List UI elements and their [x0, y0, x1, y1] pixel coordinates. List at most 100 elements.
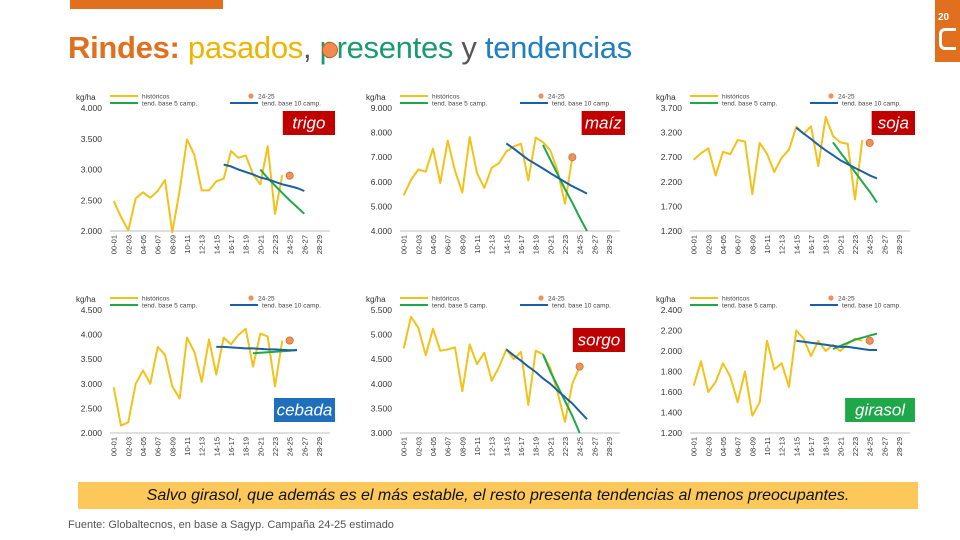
source-footnote: Fuente: Globaltecnos, en base a Sagyp. C…	[68, 519, 394, 531]
y-tick-label: 1.200	[661, 428, 683, 438]
page-number: 20	[938, 12, 950, 23]
legend-current-label: 24-25	[258, 296, 275, 303]
legend-historicos-label: históricos	[722, 94, 750, 101]
chart-svg: históricos 24-25 tend. base 5 camp. tend. b…	[366, 295, 625, 456]
y-axis-unit: kg/ha	[366, 93, 386, 102]
crop-label-text: girasol	[855, 401, 906, 420]
x-tick-label: 24-25	[286, 235, 295, 254]
x-tick-label: 12-13	[488, 437, 497, 456]
y-tick-label: 3.200	[661, 128, 683, 138]
y-tick-label: 1.400	[661, 408, 683, 418]
x-tick-label: 14-15	[212, 235, 221, 254]
x-tick-label: 02-03	[414, 437, 423, 456]
x-tick-label: 04-05	[139, 235, 148, 254]
series-historicos	[693, 115, 864, 201]
crop-label: maíz	[581, 111, 625, 135]
x-tick-label: 18-19	[822, 437, 831, 456]
x-tick-label: 22-23	[561, 235, 570, 254]
y-tick-label: 8.000	[371, 128, 393, 138]
page-title: Rindes: pasados, presentes y tendencias	[68, 30, 632, 66]
x-tick-label: 02-03	[704, 235, 713, 254]
x-tick-label: 22-23	[851, 235, 860, 254]
x-tick-label: 08-09	[748, 235, 757, 254]
legend-historicos-label: históricos	[432, 94, 460, 101]
y-tick-label: 7.000	[371, 152, 393, 162]
y-axis-unit: kg/ha	[366, 295, 386, 304]
series-tend10	[795, 126, 878, 180]
series-historicos	[112, 138, 284, 234]
point-24-25	[575, 362, 584, 371]
crop-label: trigo	[282, 111, 335, 135]
x-tick-label: 26-27	[590, 235, 599, 254]
x-tick-label: 28-29	[315, 437, 324, 456]
x-tick-label: 10-11	[763, 437, 772, 456]
title-orange-dot	[322, 42, 338, 58]
x-tick-label: 28-29	[895, 437, 904, 456]
legend-tend10-label: tend. base 10 camp.	[552, 101, 611, 108]
series-tend5	[832, 141, 878, 204]
crop-label-bg	[282, 111, 335, 135]
crop-label-text: maíz	[585, 114, 622, 133]
point-24-25	[865, 336, 874, 345]
x-tick-label: 06-07	[734, 235, 743, 254]
legend-current-swatch	[828, 295, 834, 301]
x-tick-label: 14-15	[502, 437, 511, 456]
x-tick-label: 10-11	[183, 235, 192, 254]
chart-legend: históricos 24-25 tend. base 5 camp. tend. b…	[400, 93, 611, 108]
x-tick-label: 12-13	[198, 437, 207, 456]
chart-svg: históricos 24-25 tend. base 5 camp. tend. b…	[76, 93, 335, 254]
point-24-25	[285, 336, 294, 345]
x-tick-label: 22-23	[561, 437, 570, 456]
x-tick-label: 00-01	[690, 235, 699, 254]
y-tick-label: 5.000	[371, 330, 393, 340]
legend-historicos-label: históricos	[142, 94, 170, 101]
legend-tend5-label: tend. base 5 camp.	[142, 303, 197, 310]
x-tick-label: 20-21	[836, 437, 845, 456]
x-tick-label: 06-07	[444, 235, 453, 254]
chart-legend: históricos 24-25 tend. base 5 camp. tend. b…	[110, 93, 321, 108]
legend-historicos-label: históricos	[722, 296, 750, 303]
x-tick-label: 08-09	[168, 235, 177, 254]
chart-legend: históricos 24-25 tend. base 5 camp. tend. b…	[690, 295, 901, 310]
title-part-comma: ,	[303, 30, 320, 65]
legend-current-label: 24-25	[838, 296, 855, 303]
y-tick-label: 5.500	[371, 305, 393, 315]
x-tick-label: 28-29	[605, 437, 614, 456]
crop-label-text: cebada	[277, 401, 333, 420]
y-tick-label: 3.500	[371, 403, 393, 413]
x-tick-label: 24-25	[286, 437, 295, 456]
chart-svg: históricos 24-25 tend. base 5 camp. tend. b…	[76, 295, 335, 456]
x-tick-label: 14-15	[212, 437, 221, 456]
x-tick-label: 20-21	[256, 437, 265, 456]
x-tick-label: 00-01	[110, 437, 119, 456]
x-tick-label: 20-21	[546, 235, 555, 254]
x-tick-label: 22-23	[271, 235, 280, 254]
y-tick-label: 3.000	[81, 165, 103, 175]
y-tick-label: 3.500	[81, 354, 103, 364]
y-tick-label: 4.000	[81, 103, 103, 113]
series-tend5	[542, 144, 588, 232]
series-tend5	[259, 168, 305, 215]
x-tick-label: 16-17	[517, 235, 526, 254]
legend-current-label: 24-25	[258, 94, 275, 101]
legend-tend5-label: tend. base 5 camp.	[722, 303, 777, 310]
crop-label-bg	[581, 111, 625, 135]
x-tick-label: 08-09	[748, 437, 757, 456]
y-tick-label: 3.700	[661, 103, 683, 113]
x-tick-label: 02-03	[704, 437, 713, 456]
y-tick-label: 2.200	[661, 177, 683, 187]
conclusion-note: Salvo girasol, que además es el más esta…	[78, 482, 918, 509]
chart-legend: históricos 24-25 tend. base 5 camp. tend. b…	[110, 295, 321, 310]
x-tick-label: 22-23	[271, 437, 280, 456]
series-historicos	[402, 315, 581, 423]
y-tick-label: 4.500	[81, 305, 103, 315]
x-tick-label: 18-19	[242, 235, 251, 254]
x-tick-label: 18-19	[822, 235, 831, 254]
x-tick-label: 04-05	[429, 235, 438, 254]
chart-svg: históricos 24-25 tend. base 5 camp. tend. b…	[656, 93, 915, 254]
legend-tend10-label: tend. base 10 camp.	[262, 303, 321, 310]
x-tick-label: 10-11	[183, 437, 192, 456]
series-historicos	[402, 136, 574, 205]
legend-current-swatch	[538, 93, 544, 99]
legend-current-label: 24-25	[838, 94, 855, 101]
